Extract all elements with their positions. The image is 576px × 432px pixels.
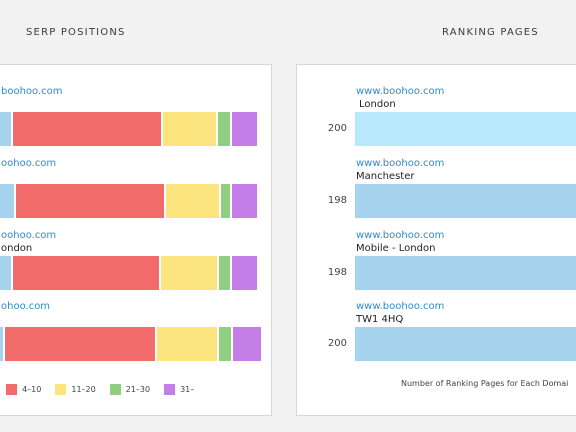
legend-item: 21–30 — [109, 384, 151, 395]
serp-row-domain-link[interactable]: boohoo.com — [1, 86, 63, 97]
ranking-row-location: Mobile - London — [356, 243, 436, 254]
ranking-bar — [355, 184, 576, 218]
ranking-bar — [355, 256, 576, 290]
legend-item: 11–20 — [55, 384, 96, 395]
serp-positions-heading: SERP POSITIONS — [26, 27, 126, 38]
serp-row-domain-link[interactable]: ohoo.com — [1, 301, 51, 312]
ranking-pages-heading: RANKING PAGES — [442, 27, 539, 38]
legend-swatch — [164, 384, 176, 395]
ranking-row-domain-link[interactable]: www.boohoo.com — [356, 158, 445, 169]
serp-bar-segment — [218, 112, 233, 146]
serp-bar-segment — [0, 184, 16, 218]
serp-bar-segment — [13, 112, 163, 146]
serp-stacked-bar — [0, 112, 257, 146]
serp-stacked-bar — [0, 256, 257, 290]
legend-swatch — [6, 384, 18, 395]
ranking-page-count: 200 — [327, 123, 347, 134]
serp-positions-panel: boohoo.com oohoo.com oohoo.com ondon ohoo.co… — [0, 64, 272, 416]
legend-swatch — [55, 384, 67, 395]
ranking-row-location: TW1 4HQ — [356, 314, 404, 325]
ranking-bar — [355, 327, 576, 361]
serp-bar-segment — [162, 112, 219, 146]
serp-row-domain-link[interactable]: oohoo.com — [1, 230, 57, 241]
ranking-row-location: London — [359, 99, 396, 110]
legend-label: 31– — [180, 385, 195, 394]
ranking-row-domain-link[interactable]: www.boohoo.com — [356, 301, 445, 312]
serp-bar-segment — [218, 327, 233, 361]
legend-label: 21–30 — [125, 385, 151, 394]
serp-bar-segment — [232, 112, 257, 146]
ranking-page-count: 198 — [327, 195, 347, 206]
serp-bar-segment — [12, 256, 162, 290]
serp-bar-segment — [0, 112, 14, 146]
serp-bar-segment — [15, 184, 166, 218]
serp-row-location: ondon — [1, 243, 33, 254]
serp-bar-segment — [156, 327, 219, 361]
ranking-row-domain-link[interactable]: www.boohoo.com — [356, 230, 445, 241]
legend-item: 4–10 — [6, 384, 41, 395]
serp-stacked-bar — [0, 327, 261, 361]
ranking-pages-panel: www.boohoo.com London 200 www.boohoo.com Man… — [296, 64, 576, 416]
serp-bar-segment — [165, 184, 221, 218]
serp-bar-segment — [161, 256, 219, 290]
serp-bar-segment — [232, 327, 261, 361]
ranking-bar — [355, 112, 576, 146]
serp-bar-segment — [218, 256, 233, 290]
serp-bar-segment — [0, 256, 13, 290]
serp-stacked-bar — [0, 184, 257, 218]
serp-bar-segment — [232, 184, 257, 218]
ranking-row-location: Manchester — [356, 171, 415, 182]
serp-row-domain-link[interactable]: oohoo.com — [1, 158, 57, 169]
serp-bar-segment — [232, 256, 257, 290]
legend-label: 4–10 — [22, 385, 42, 394]
serp-bar-segment — [0, 327, 6, 361]
ranking-page-count: 200 — [327, 338, 347, 349]
legend-label: 11–20 — [71, 385, 96, 394]
legend-swatch — [109, 384, 121, 395]
legend-item: 31– — [164, 384, 194, 395]
ranking-caption: Number of Ranking Pages for Each Domai — [401, 379, 569, 388]
serp-bar-segment — [220, 184, 233, 218]
serp-bar-segment — [5, 327, 157, 361]
ranking-page-count: 198 — [327, 267, 347, 278]
ranking-row-domain-link[interactable]: www.boohoo.com — [356, 86, 445, 97]
